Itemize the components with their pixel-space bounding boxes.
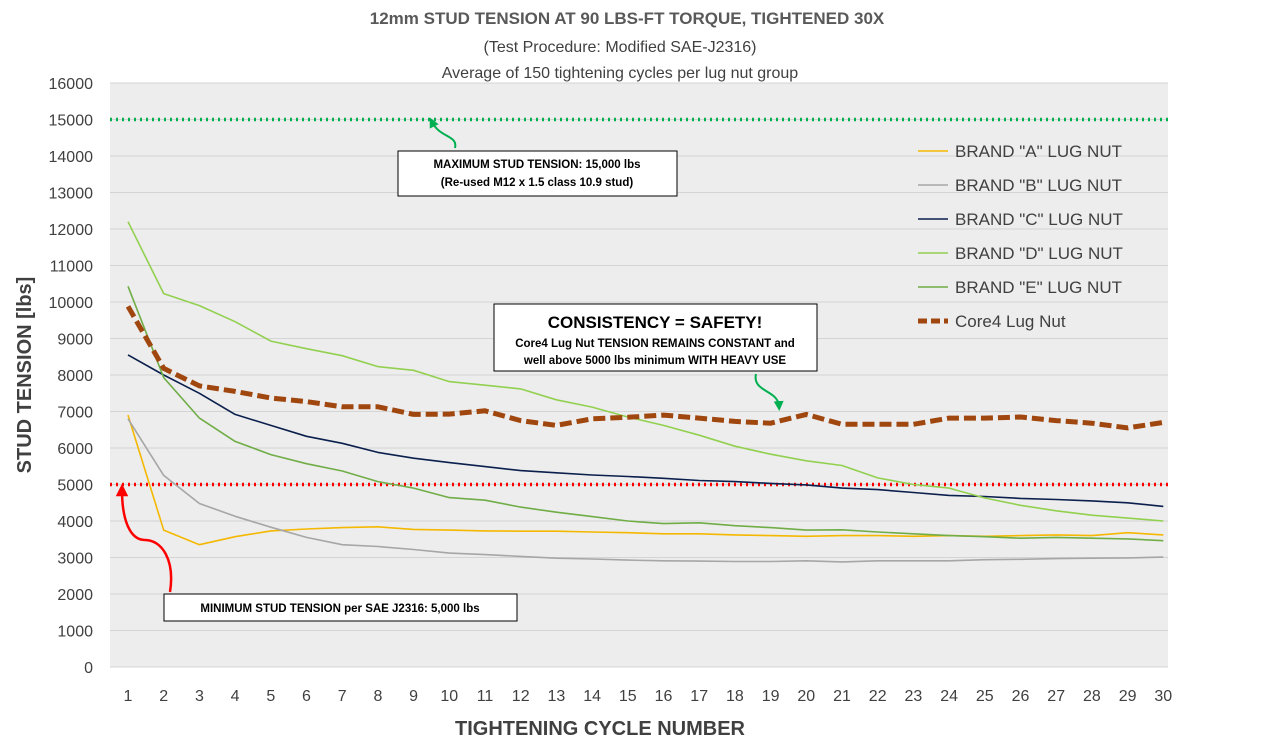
- x-tick-label: 5: [266, 688, 275, 705]
- legend-label: BRAND "B" LUG NUT: [955, 176, 1122, 195]
- max-tension-note: MAXIMUM STUD TENSION: 15,000 lbs (Re-use…: [397, 150, 678, 197]
- x-tick-label: 20: [797, 688, 815, 705]
- y-tick-label: 9000: [57, 332, 93, 349]
- data-series: [125, 221, 1164, 563]
- x-tick-label: 29: [1119, 688, 1137, 705]
- x-tick-label: 19: [762, 688, 780, 705]
- y-tick-label: 8000: [57, 368, 93, 385]
- y-tick-label: 15000: [49, 113, 94, 130]
- max-note-line-1: MAXIMUM STUD TENSION: 15,000 lbs: [433, 159, 640, 171]
- max-note-line-2: (Re-used M12 x 1.5 class 10.9 stud): [441, 177, 634, 189]
- x-tick-label: 23: [905, 688, 923, 705]
- x-tick-label: 18: [726, 688, 744, 705]
- x-tick-label: 9: [409, 688, 418, 705]
- x-tick-label: 4: [231, 688, 240, 705]
- consistency-heading: CONSISTENCY = SAFETY!: [548, 313, 763, 332]
- y-tick-label: 12000: [49, 222, 94, 239]
- reference-lines: [110, 117, 1168, 487]
- legend: BRAND "A" LUG NUT BRAND "B" LUG NUT BRAND …: [918, 142, 1123, 331]
- consistency-line-2: well above 5000 lbs minimum WITH HEAVY U…: [523, 355, 787, 367]
- y-axis-title: STUD TENSION [lbs]: [14, 277, 36, 474]
- legend-label: BRAND "D" LUG NUT: [955, 244, 1123, 263]
- series-line-brand-e-lug-nut: [127, 286, 1164, 542]
- x-tick-label: 28: [1083, 688, 1101, 705]
- consistency-line-1: Core4 Lug Nut TENSION REMAINS CONSTANT a…: [515, 338, 795, 350]
- x-tick-label: 15: [619, 688, 637, 705]
- legend-label: BRAND "A" LUG NUT: [955, 142, 1122, 161]
- x-tick-label: 3: [195, 688, 204, 705]
- legend-label: Core4 Lug Nut: [955, 312, 1066, 331]
- x-tick-label: 25: [976, 688, 994, 705]
- y-tick-label: 3000: [57, 551, 93, 568]
- y-tick-label: 4000: [57, 514, 93, 531]
- y-tick-label: 6000: [57, 441, 93, 458]
- x-tick-label: 1: [124, 688, 133, 705]
- max-note-arrow: [429, 117, 457, 149]
- series-line-brand-d-lug-nut: [127, 221, 1164, 522]
- consistency-arrow: [754, 373, 784, 411]
- y-tick-label: 5000: [57, 478, 93, 495]
- x-tick-label: 13: [548, 688, 566, 705]
- x-tick-label: 11: [477, 688, 494, 705]
- chart-title: 12mm STUD TENSION AT 90 LBS-FT TORQUE, T…: [370, 9, 885, 28]
- x-tick-label: 12: [512, 688, 530, 705]
- y-tick-label: 1000: [57, 624, 93, 641]
- y-tick-label: 0: [84, 660, 93, 677]
- legend-label: BRAND "C" LUG NUT: [955, 210, 1123, 229]
- x-tick-label: 27: [1047, 688, 1065, 705]
- min-tension-note: MINIMUM STUD TENSION per SAE J2316: 5,00…: [163, 593, 518, 622]
- x-tick-label: 22: [869, 688, 887, 705]
- y-tick-label: 16000: [49, 76, 94, 93]
- x-axis-title: TIGHTENING CYCLE NUMBER: [455, 718, 746, 740]
- y-tick-label: 11000: [50, 259, 93, 276]
- x-tick-label: 24: [940, 688, 958, 705]
- y-axis-ticks: 0 1000 2000 3000 4000 5000 6000 7000 8000 9000 100…: [49, 76, 94, 677]
- consistency-note: CONSISTENCY = SAFETY! Core4 Lug Nut TENS…: [493, 303, 818, 372]
- series-line-core4-lug-nut: [125, 305, 1164, 431]
- legend-label: BRAND "E" LUG NUT: [955, 278, 1122, 297]
- x-tick-label: 6: [302, 688, 311, 705]
- x-tick-label: 21: [833, 688, 851, 705]
- x-tick-label: 14: [583, 688, 601, 705]
- x-tick-label: 8: [373, 688, 382, 705]
- min-note-text: MINIMUM STUD TENSION per SAE J2316: 5,00…: [200, 603, 479, 615]
- chart-subtitle: (Test Procedure: Modified SAE-J2316): [483, 39, 756, 56]
- x-tick-label: 26: [1012, 688, 1030, 705]
- x-axis-ticks: 1 2 3 4 5 6 7 8 9 10 11 12 13 14 15 16 17 18 19 20 21 22 23 24 2…: [124, 688, 1173, 705]
- series-line-brand-c-lug-nut: [127, 354, 1164, 508]
- x-tick-label: 30: [1154, 688, 1172, 705]
- series-line-brand-b-lug-nut: [127, 418, 1164, 563]
- chart-subtitle-2: Average of 150 tightening cycles per lug…: [442, 65, 798, 82]
- x-tick-label: 10: [440, 688, 458, 705]
- y-tick-label: 7000: [57, 405, 93, 422]
- y-tick-label: 13000: [49, 186, 94, 203]
- x-tick-label: 16: [655, 688, 673, 705]
- x-tick-label: 7: [338, 688, 347, 705]
- y-tick-label: 10000: [49, 295, 94, 312]
- min-note-arrow: [115, 483, 173, 593]
- x-tick-label: 17: [690, 688, 708, 705]
- x-tick-label: 2: [159, 688, 168, 705]
- y-tick-label: 2000: [57, 587, 93, 604]
- y-tick-label: 14000: [49, 149, 94, 166]
